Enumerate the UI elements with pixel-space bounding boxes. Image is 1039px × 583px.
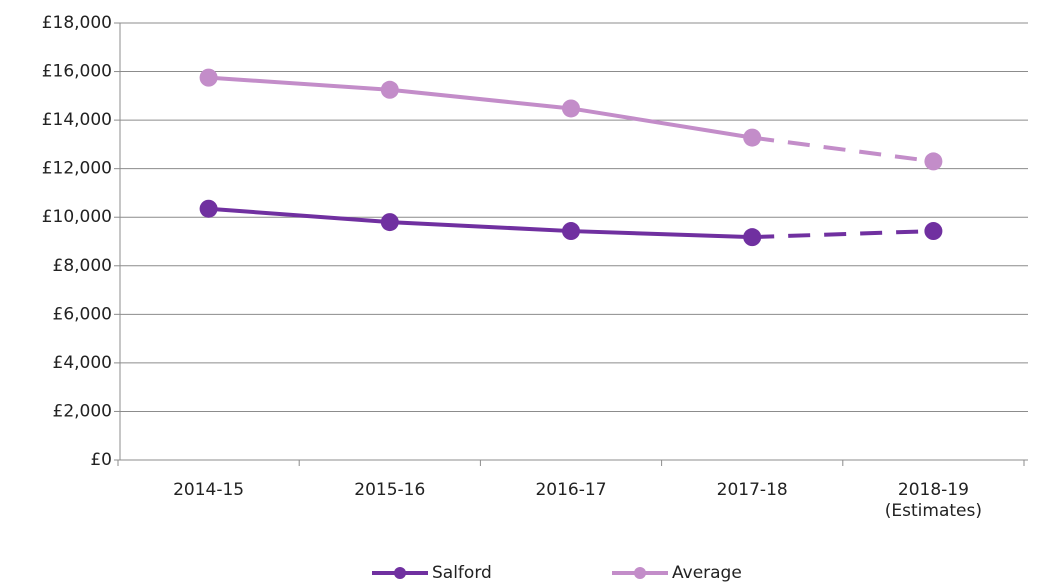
y-tick-label: £6,000 [53,304,112,324]
series-line [752,229,934,240]
y-tick-label: £2,000 [53,401,112,421]
x-tick-label: 2017-18 [717,480,788,500]
data-point [562,99,580,118]
series-line [208,206,753,240]
x-tick-label: 2015-16 [354,480,425,500]
legend-marker [634,567,646,579]
x-tick-label: 2016-17 [535,480,606,500]
data-point [924,152,943,171]
data-point [199,68,218,87]
data-point [743,228,762,247]
series-line [751,135,934,164]
legend-marker [394,567,406,579]
x-tick-label: 2018-19 (Estimates) [885,480,982,521]
y-tick-label: £14,000 [42,110,112,130]
y-tick-label: £12,000 [42,159,112,179]
data-point [743,128,762,147]
y-tick-label: £8,000 [53,256,112,276]
y-tick-label: £10,000 [42,207,112,227]
data-point [380,213,399,232]
legend-label: Salford [432,563,492,583]
legend-label: Average [672,563,742,583]
y-tick-label: £4,000 [53,353,112,373]
data-point [924,222,943,241]
series-line [208,75,753,140]
data-point [380,80,399,99]
x-tick-label: 2014-15 [173,480,244,500]
data-point [562,222,580,241]
data-point [199,199,218,218]
y-tick-label: £16,000 [42,62,112,82]
y-tick-label: £0 [90,450,112,470]
y-tick-label: £18,000 [42,13,112,33]
